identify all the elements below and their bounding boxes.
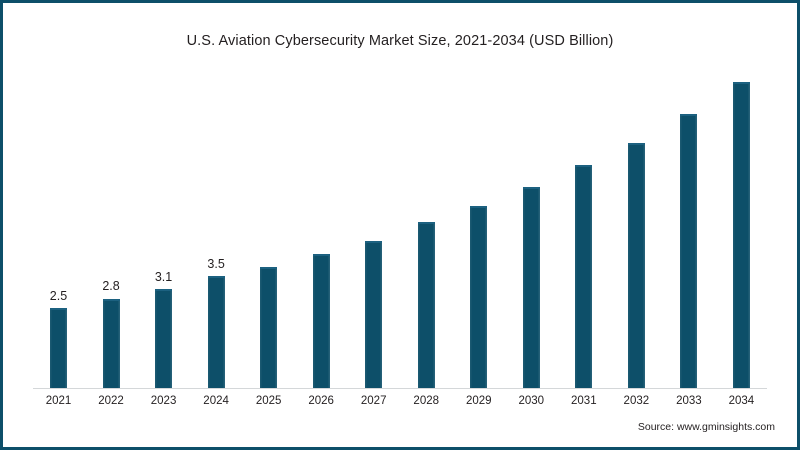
x-axis-line bbox=[33, 388, 767, 389]
bar-rect[interactable] bbox=[260, 266, 278, 388]
bar-rect[interactable] bbox=[627, 142, 645, 388]
x-tick-label: 2032 bbox=[623, 395, 650, 407]
bar-group[interactable] bbox=[716, 63, 767, 388]
bar-rect[interactable] bbox=[312, 254, 330, 388]
bar-rect[interactable] bbox=[417, 222, 435, 388]
bar-group[interactable] bbox=[558, 63, 609, 388]
bar-value-label: 3.5 bbox=[207, 256, 225, 271]
bar-rect[interactable] bbox=[102, 298, 120, 388]
x-tick-label: 2023 bbox=[150, 395, 177, 407]
plot-area: 2.5 2.8 3.1 3.5 bbox=[33, 63, 767, 388]
bar-group[interactable]: 2.5 bbox=[33, 63, 84, 388]
x-tick-label: 2031 bbox=[571, 395, 597, 407]
bar-group[interactable]: 2.8 bbox=[86, 63, 137, 388]
bar-group[interactable]: 3.1 bbox=[138, 63, 189, 388]
bar-series: 2.5 2.8 3.1 3.5 bbox=[33, 63, 767, 388]
bar-rect[interactable] bbox=[732, 82, 750, 388]
bar-value-label: 2.8 bbox=[102, 279, 120, 294]
x-tick-label: 2024 bbox=[203, 395, 229, 407]
bar-rect[interactable] bbox=[680, 113, 698, 388]
x-tick-label: 2028 bbox=[413, 395, 440, 407]
bar-rect[interactable] bbox=[207, 276, 225, 388]
bar-rect[interactable] bbox=[522, 187, 540, 388]
bar-rect[interactable] bbox=[50, 308, 67, 388]
bar-rect[interactable] bbox=[575, 164, 593, 388]
bar-group[interactable] bbox=[611, 63, 662, 388]
page-title: U.S. Aviation Cybersecurity Market Size,… bbox=[186, 33, 614, 49]
bar-rect[interactable] bbox=[470, 206, 488, 388]
bar-rect[interactable] bbox=[155, 289, 173, 388]
x-tick-label: 2033 bbox=[676, 395, 702, 407]
bar-group[interactable] bbox=[453, 63, 504, 388]
bar-rect[interactable] bbox=[365, 241, 383, 388]
bar-group[interactable] bbox=[401, 63, 452, 388]
x-tick-label: 2027 bbox=[360, 395, 387, 407]
x-tick-label: 2025 bbox=[255, 395, 282, 407]
bar-value-label: 2.5 bbox=[49, 288, 68, 303]
bar-group[interactable] bbox=[663, 63, 714, 388]
bar-group[interactable] bbox=[506, 63, 557, 388]
x-tick-label: 2026 bbox=[308, 395, 334, 407]
bar-value-label: 3.1 bbox=[154, 269, 173, 284]
x-tick-label: 2022 bbox=[98, 395, 124, 407]
source-attribution: Source: www.gminsights.com bbox=[637, 421, 775, 433]
x-tick-label: 2029 bbox=[465, 395, 492, 407]
bar-group[interactable]: 3.5 bbox=[191, 63, 242, 388]
x-tick-label: 2021 bbox=[45, 395, 72, 407]
x-axis-tick-labels: 2021 2022 2023 2024 2025 2026 2027 2028 2029 2030… bbox=[33, 395, 767, 407]
bar-group[interactable] bbox=[296, 63, 347, 388]
bar-group[interactable] bbox=[243, 63, 294, 388]
x-tick-label: 2030 bbox=[518, 395, 545, 407]
bar-group[interactable] bbox=[348, 63, 399, 388]
x-tick-label: 2034 bbox=[728, 395, 755, 407]
